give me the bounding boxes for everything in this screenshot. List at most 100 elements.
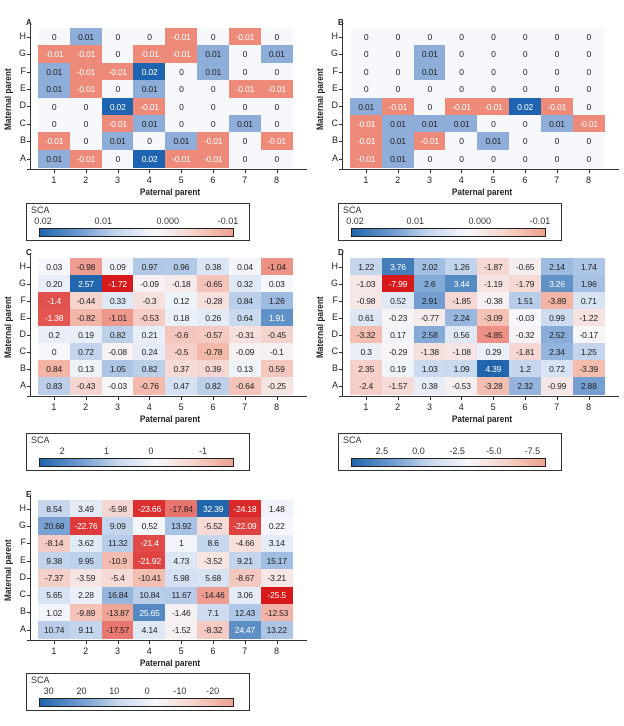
heatmap-cell: 0.18 bbox=[165, 309, 198, 327]
heatmap-cell: 9.09 bbox=[101, 517, 134, 536]
y-tick bbox=[339, 283, 342, 285]
heatmap-cell: 2.52 bbox=[540, 326, 574, 344]
x-tick-label: 5 bbox=[178, 646, 184, 657]
colorbar-gradient bbox=[39, 458, 234, 467]
heatmap-cell: -0.01 bbox=[38, 45, 71, 64]
heatmap-cell: 0 bbox=[477, 28, 510, 46]
heatmap-cell: 1.09 bbox=[445, 360, 478, 378]
heatmap-cell: 0.01 bbox=[350, 97, 383, 116]
legend-title: SCA bbox=[343, 205, 362, 215]
heatmap-cell: 0 bbox=[165, 97, 198, 116]
x-axis-line bbox=[339, 396, 619, 397]
heatmap-cell: -0.98 bbox=[350, 292, 383, 310]
heatmap-cell: -10.41 bbox=[133, 569, 166, 587]
heatmap-cell: -0.32 bbox=[509, 326, 542, 344]
heatmap-cell: -0.08 bbox=[101, 343, 134, 361]
heatmap-cell: 0.59 bbox=[260, 360, 293, 378]
heatmap-cell: 0.24 bbox=[133, 343, 166, 361]
heatmap-cell: 0 bbox=[228, 62, 262, 81]
heatmap-cell: -4.85 bbox=[477, 326, 510, 344]
x-tick bbox=[397, 397, 399, 400]
x-tick-label: 3 bbox=[114, 646, 120, 657]
x-tick bbox=[53, 397, 55, 400]
heatmap-cell: 3.62 bbox=[69, 534, 103, 553]
heatmap-cell: 0 bbox=[260, 28, 293, 46]
heatmap-cell: 0.01 bbox=[197, 45, 230, 64]
heatmap-cell: 0 bbox=[477, 45, 510, 64]
heatmap-cell: -3.52 bbox=[197, 551, 230, 570]
x-tick-label: 1 bbox=[363, 175, 369, 186]
y-tick-label: A bbox=[331, 379, 338, 390]
x-tick-label: 8 bbox=[273, 402, 279, 412]
heatmap-cell: -0.03 bbox=[509, 309, 542, 327]
x-tick bbox=[461, 170, 463, 174]
heatmap-cell: 1.91 bbox=[260, 309, 293, 327]
heatmap-cell: 0 bbox=[509, 62, 542, 81]
heatmap-cell: -0.01 bbox=[477, 97, 510, 116]
y-tick bbox=[27, 317, 30, 319]
heatmap-cell: 1.26 bbox=[260, 292, 293, 310]
heatmap-cell: 0 bbox=[540, 80, 574, 99]
heatmap-cell: -5.98 bbox=[101, 500, 134, 518]
y-tick bbox=[339, 123, 342, 125]
x-tick-label: 3 bbox=[426, 175, 432, 186]
x-tick bbox=[556, 170, 558, 174]
y-tick-label: B bbox=[19, 135, 26, 146]
heatmap-cell: 0 bbox=[69, 132, 103, 151]
y-tick-label: C bbox=[19, 345, 27, 356]
y-tick-label: G bbox=[18, 48, 26, 59]
heatmap-cell: -3.32 bbox=[350, 326, 383, 344]
heatmap-cell: -1.01 bbox=[101, 309, 134, 327]
heatmap-cell: 3.26 bbox=[540, 275, 574, 293]
legend-tick-label: 0 bbox=[148, 446, 154, 456]
heatmap-cell: 9.38 bbox=[38, 551, 71, 570]
heatmap-cell: 0 bbox=[572, 62, 605, 81]
colorbar-legend: SCA 2 1 0 -1 bbox=[26, 433, 250, 471]
heatmap-cell: 0 bbox=[572, 149, 605, 168]
heatmap-cell: 0 bbox=[572, 132, 605, 151]
x-tick bbox=[429, 170, 431, 174]
heatmap-cell: 0.21 bbox=[133, 326, 166, 344]
x-tick bbox=[365, 170, 367, 174]
x-axis-title: Paternal parent bbox=[139, 658, 201, 669]
heatmap-cell: -9.89 bbox=[69, 603, 103, 622]
heatmap-cell: 0.13 bbox=[69, 360, 103, 378]
x-axis-line bbox=[339, 169, 619, 171]
heatmap-cell: 0.01 bbox=[38, 149, 71, 168]
y-tick bbox=[339, 351, 342, 353]
x-tick-label: 8 bbox=[585, 175, 591, 186]
heatmap-cell: 12.43 bbox=[228, 603, 262, 622]
heatmap-cell: 0 bbox=[509, 149, 542, 168]
heatmap-cell: -1.04 bbox=[260, 258, 293, 276]
heatmap-cell: -13.87 bbox=[101, 603, 134, 622]
heatmap-cell: 0 bbox=[572, 97, 605, 116]
heatmap-cell: 0 bbox=[477, 149, 510, 168]
x-tick bbox=[85, 170, 87, 174]
legend-tick-label: 0.02 bbox=[34, 216, 52, 226]
heatmap-cell: 0 bbox=[477, 115, 510, 133]
heatmap-cell: -0.01 bbox=[165, 45, 198, 64]
heatmap-cell: -0.01 bbox=[69, 45, 103, 64]
heatmap-cell: 0.71 bbox=[572, 292, 605, 310]
heatmap-cell: 1.26 bbox=[445, 258, 478, 276]
legend-title: SCA bbox=[31, 205, 50, 215]
heatmap-cell: 0 bbox=[101, 28, 134, 46]
y-tick-label: B bbox=[19, 362, 26, 373]
y-tick-label: G bbox=[18, 519, 26, 530]
heatmap-cell: 1.2 bbox=[509, 360, 542, 378]
heatmap-cell: -25.5 bbox=[260, 586, 293, 605]
legend-tick-label: 0.01 bbox=[94, 216, 113, 226]
x-tick-label: 6 bbox=[210, 646, 216, 657]
y-tick bbox=[27, 368, 30, 370]
x-tick-label: 3 bbox=[114, 175, 120, 186]
y-axis-line bbox=[30, 253, 31, 396]
y-tick bbox=[339, 36, 342, 38]
heatmap-cell: 0.01 bbox=[165, 132, 198, 151]
y-tick bbox=[27, 351, 30, 353]
y-tick-label: H bbox=[19, 30, 27, 41]
x-tick-label: 1 bbox=[51, 175, 57, 186]
y-tick-label: D bbox=[19, 571, 27, 582]
y-tick-label: G bbox=[330, 277, 338, 288]
heatmap-cell: 0 bbox=[260, 115, 293, 133]
heatmap-cell: -1.81 bbox=[509, 343, 542, 361]
